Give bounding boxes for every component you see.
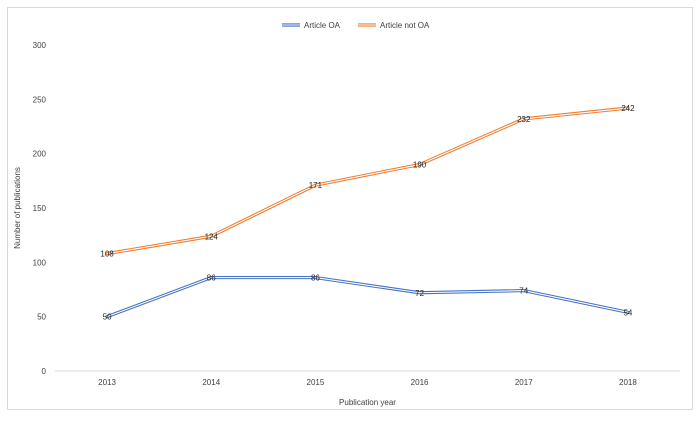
- data-label: 108: [100, 250, 114, 259]
- data-label: 86: [207, 274, 216, 283]
- legend-item-article-oa: Article OA: [282, 21, 341, 30]
- y-tick-label: 50: [37, 313, 46, 322]
- legend-label: Article not OA: [380, 21, 430, 30]
- y-tick-label: 150: [33, 204, 47, 213]
- data-label: 190: [413, 161, 427, 170]
- series-line-article-oa: [105, 275, 630, 319]
- series-line-core: [106, 276, 629, 318]
- data-label: 171: [309, 181, 323, 190]
- data-label: 54: [623, 308, 632, 317]
- data-label: 74: [519, 287, 528, 296]
- legend-label: Article OA: [304, 21, 341, 30]
- x-tick-label: 2015: [307, 378, 325, 387]
- y-tick-label: 300: [33, 41, 47, 50]
- data-label: 232: [517, 115, 531, 124]
- y-tick-label: 0: [42, 367, 47, 376]
- y-tick-label: 200: [33, 150, 47, 159]
- data-label: 50: [103, 313, 112, 322]
- y-tick-label: 100: [33, 258, 47, 267]
- legend-item-article-not-oa: Article not OA: [358, 21, 430, 30]
- x-axis-tick-labels: 2013 2014 2015 2016 2017 2018: [98, 378, 637, 387]
- data-label: 86: [311, 274, 320, 283]
- legend: Article OA Article not OA: [282, 21, 430, 30]
- data-labels: 50 86 86 72 74 54 108 124 171 190 232 242: [100, 104, 635, 322]
- x-tick-label: 2014: [202, 378, 220, 387]
- data-label: 242: [621, 104, 635, 113]
- series-line-article-not-oa: [105, 106, 630, 256]
- series-line-core: [106, 107, 629, 255]
- x-axis-title: Publication year: [339, 398, 396, 407]
- y-axis-title: Number of publications: [13, 167, 22, 249]
- x-tick-label: 2016: [411, 378, 429, 387]
- x-tick-label: 2017: [515, 378, 533, 387]
- x-tick-label: 2013: [98, 378, 116, 387]
- y-axis-tick-labels: 0 50 100 150 200 250 300: [33, 41, 47, 376]
- y-tick-label: 250: [33, 95, 47, 104]
- x-tick-label: 2018: [619, 378, 637, 387]
- chart-frame: [7, 7, 693, 410]
- data-label: 124: [205, 232, 219, 241]
- data-label: 72: [415, 289, 424, 298]
- series-lines: [105, 106, 630, 319]
